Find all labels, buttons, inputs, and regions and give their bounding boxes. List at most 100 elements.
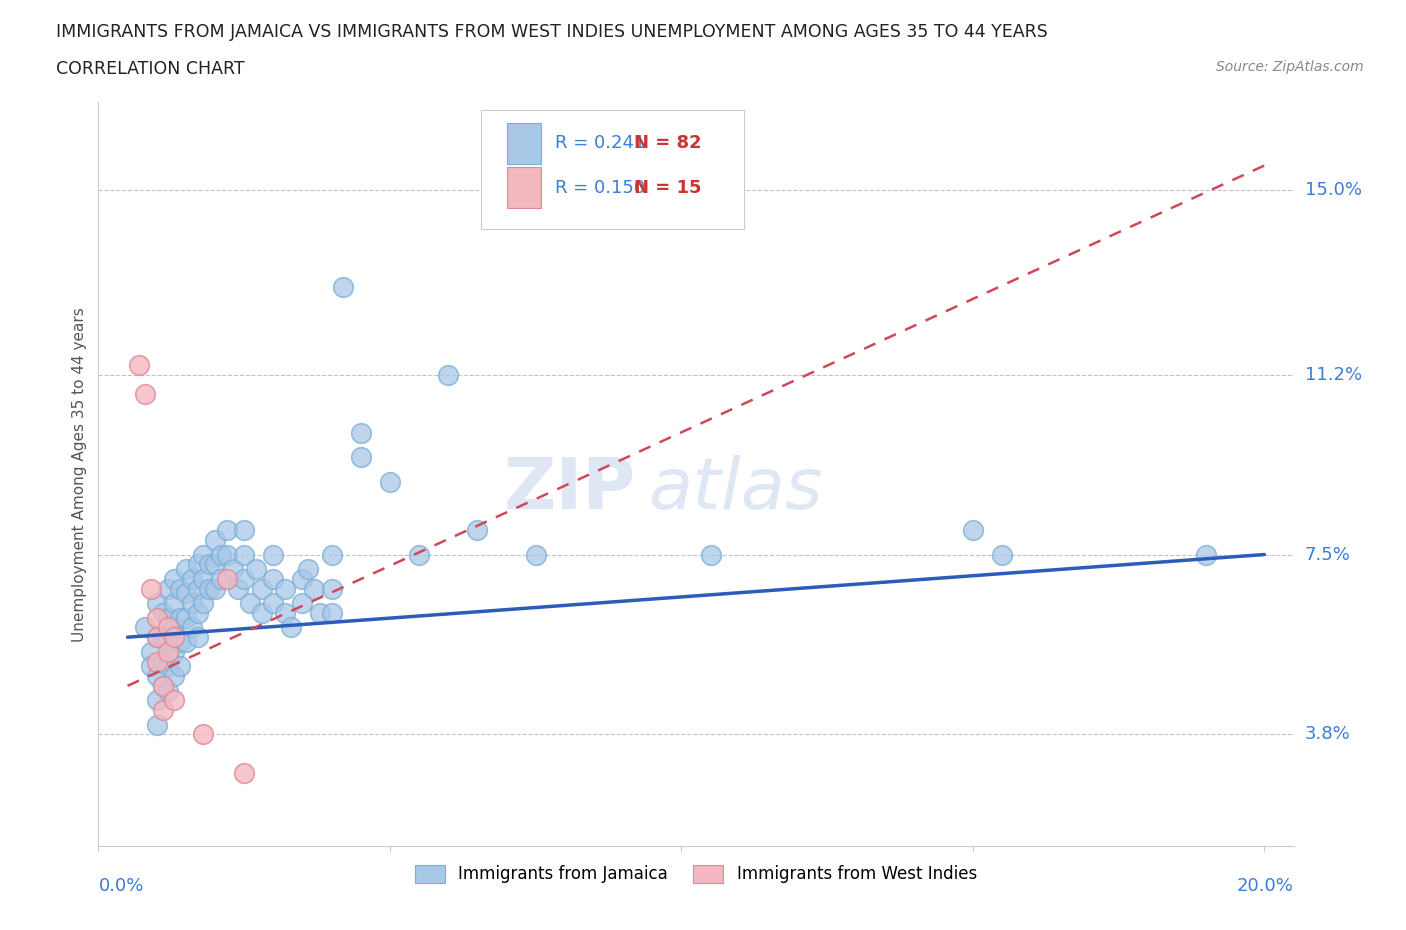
Point [233,523,256,538]
Text: 3.8%: 3.8% [1305,725,1350,743]
Text: N = 82: N = 82 [634,134,702,153]
Point [163,693,186,708]
Point [186,581,208,596]
Text: R = 0.241: R = 0.241 [555,134,645,153]
Point [350,426,373,441]
Point [302,581,325,596]
Point [180,596,202,611]
Text: 11.2%: 11.2% [1305,365,1362,383]
Point [163,571,186,586]
Point [1195,547,1218,562]
Point [180,571,202,586]
Point [163,620,186,635]
Point [991,547,1014,562]
Point [174,562,197,577]
Point [962,523,984,538]
Point [180,620,202,635]
Point [145,654,167,669]
Point [157,581,180,596]
Point [139,581,162,596]
Y-axis label: Unemployment Among Ages 35 to 44 years: Unemployment Among Ages 35 to 44 years [72,307,87,642]
Point [209,571,232,586]
Point [215,523,238,538]
Text: 0.0%: 0.0% [98,877,143,895]
Text: atlas: atlas [648,455,823,524]
Point [524,547,547,562]
Text: 20.0%: 20.0% [1237,877,1294,895]
Point [157,659,180,674]
Point [350,450,373,465]
Point [152,678,174,693]
Point [193,727,215,742]
Point [152,703,174,718]
Point [233,571,256,586]
Point [467,523,489,538]
Bar [508,167,541,208]
Point [157,610,180,625]
Text: 15.0%: 15.0% [1305,180,1361,199]
Point [157,634,180,649]
Point [169,659,191,674]
Point [169,610,191,625]
Point [152,654,174,669]
Point [163,596,186,611]
Point [233,766,256,781]
Point [250,605,273,620]
Point [291,571,314,586]
Text: IMMIGRANTS FROM JAMAICA VS IMMIGRANTS FROM WEST INDIES UNEMPLOYMENT AMONG AGES 3: IMMIGRANTS FROM JAMAICA VS IMMIGRANTS FR… [56,23,1047,41]
Text: R = 0.150: R = 0.150 [555,179,645,197]
Point [408,547,430,562]
Point [262,571,284,586]
Point [198,581,221,596]
Point [699,547,721,562]
FancyBboxPatch shape [481,110,744,229]
Point [145,610,167,625]
Point [378,474,401,489]
Text: ZIP: ZIP [503,455,637,524]
Point [209,547,232,562]
Point [297,562,319,577]
Point [204,557,226,572]
Point [262,596,284,611]
Text: Source: ZipAtlas.com: Source: ZipAtlas.com [1216,60,1364,74]
Bar [508,123,541,164]
Point [163,669,186,684]
Point [321,605,343,620]
Point [163,630,186,644]
Point [152,605,174,620]
Point [291,596,314,611]
Point [204,533,226,548]
Point [139,644,162,659]
Point [157,684,180,698]
Point [198,557,221,572]
Point [169,634,191,649]
Point [186,605,208,620]
Point [321,581,343,596]
Point [157,644,180,659]
Point [145,669,167,684]
Point [228,581,250,596]
Point [274,605,297,620]
Point [233,547,256,562]
Point [221,562,243,577]
Point [145,717,167,732]
Point [163,644,186,659]
Point [309,605,332,620]
Text: 7.5%: 7.5% [1305,546,1351,564]
Point [134,620,156,635]
Point [204,581,226,596]
Text: N = 15: N = 15 [634,179,702,197]
Point [215,547,238,562]
Point [274,581,297,596]
Point [245,562,267,577]
Legend: Immigrants from Jamaica, Immigrants from West Indies: Immigrants from Jamaica, Immigrants from… [409,858,983,890]
Point [250,581,273,596]
Point [145,630,167,644]
Point [157,620,180,635]
Text: CORRELATION CHART: CORRELATION CHART [56,60,245,78]
Point [145,630,167,644]
Point [139,659,162,674]
Point [332,280,354,295]
Point [174,634,197,649]
Point [174,586,197,601]
